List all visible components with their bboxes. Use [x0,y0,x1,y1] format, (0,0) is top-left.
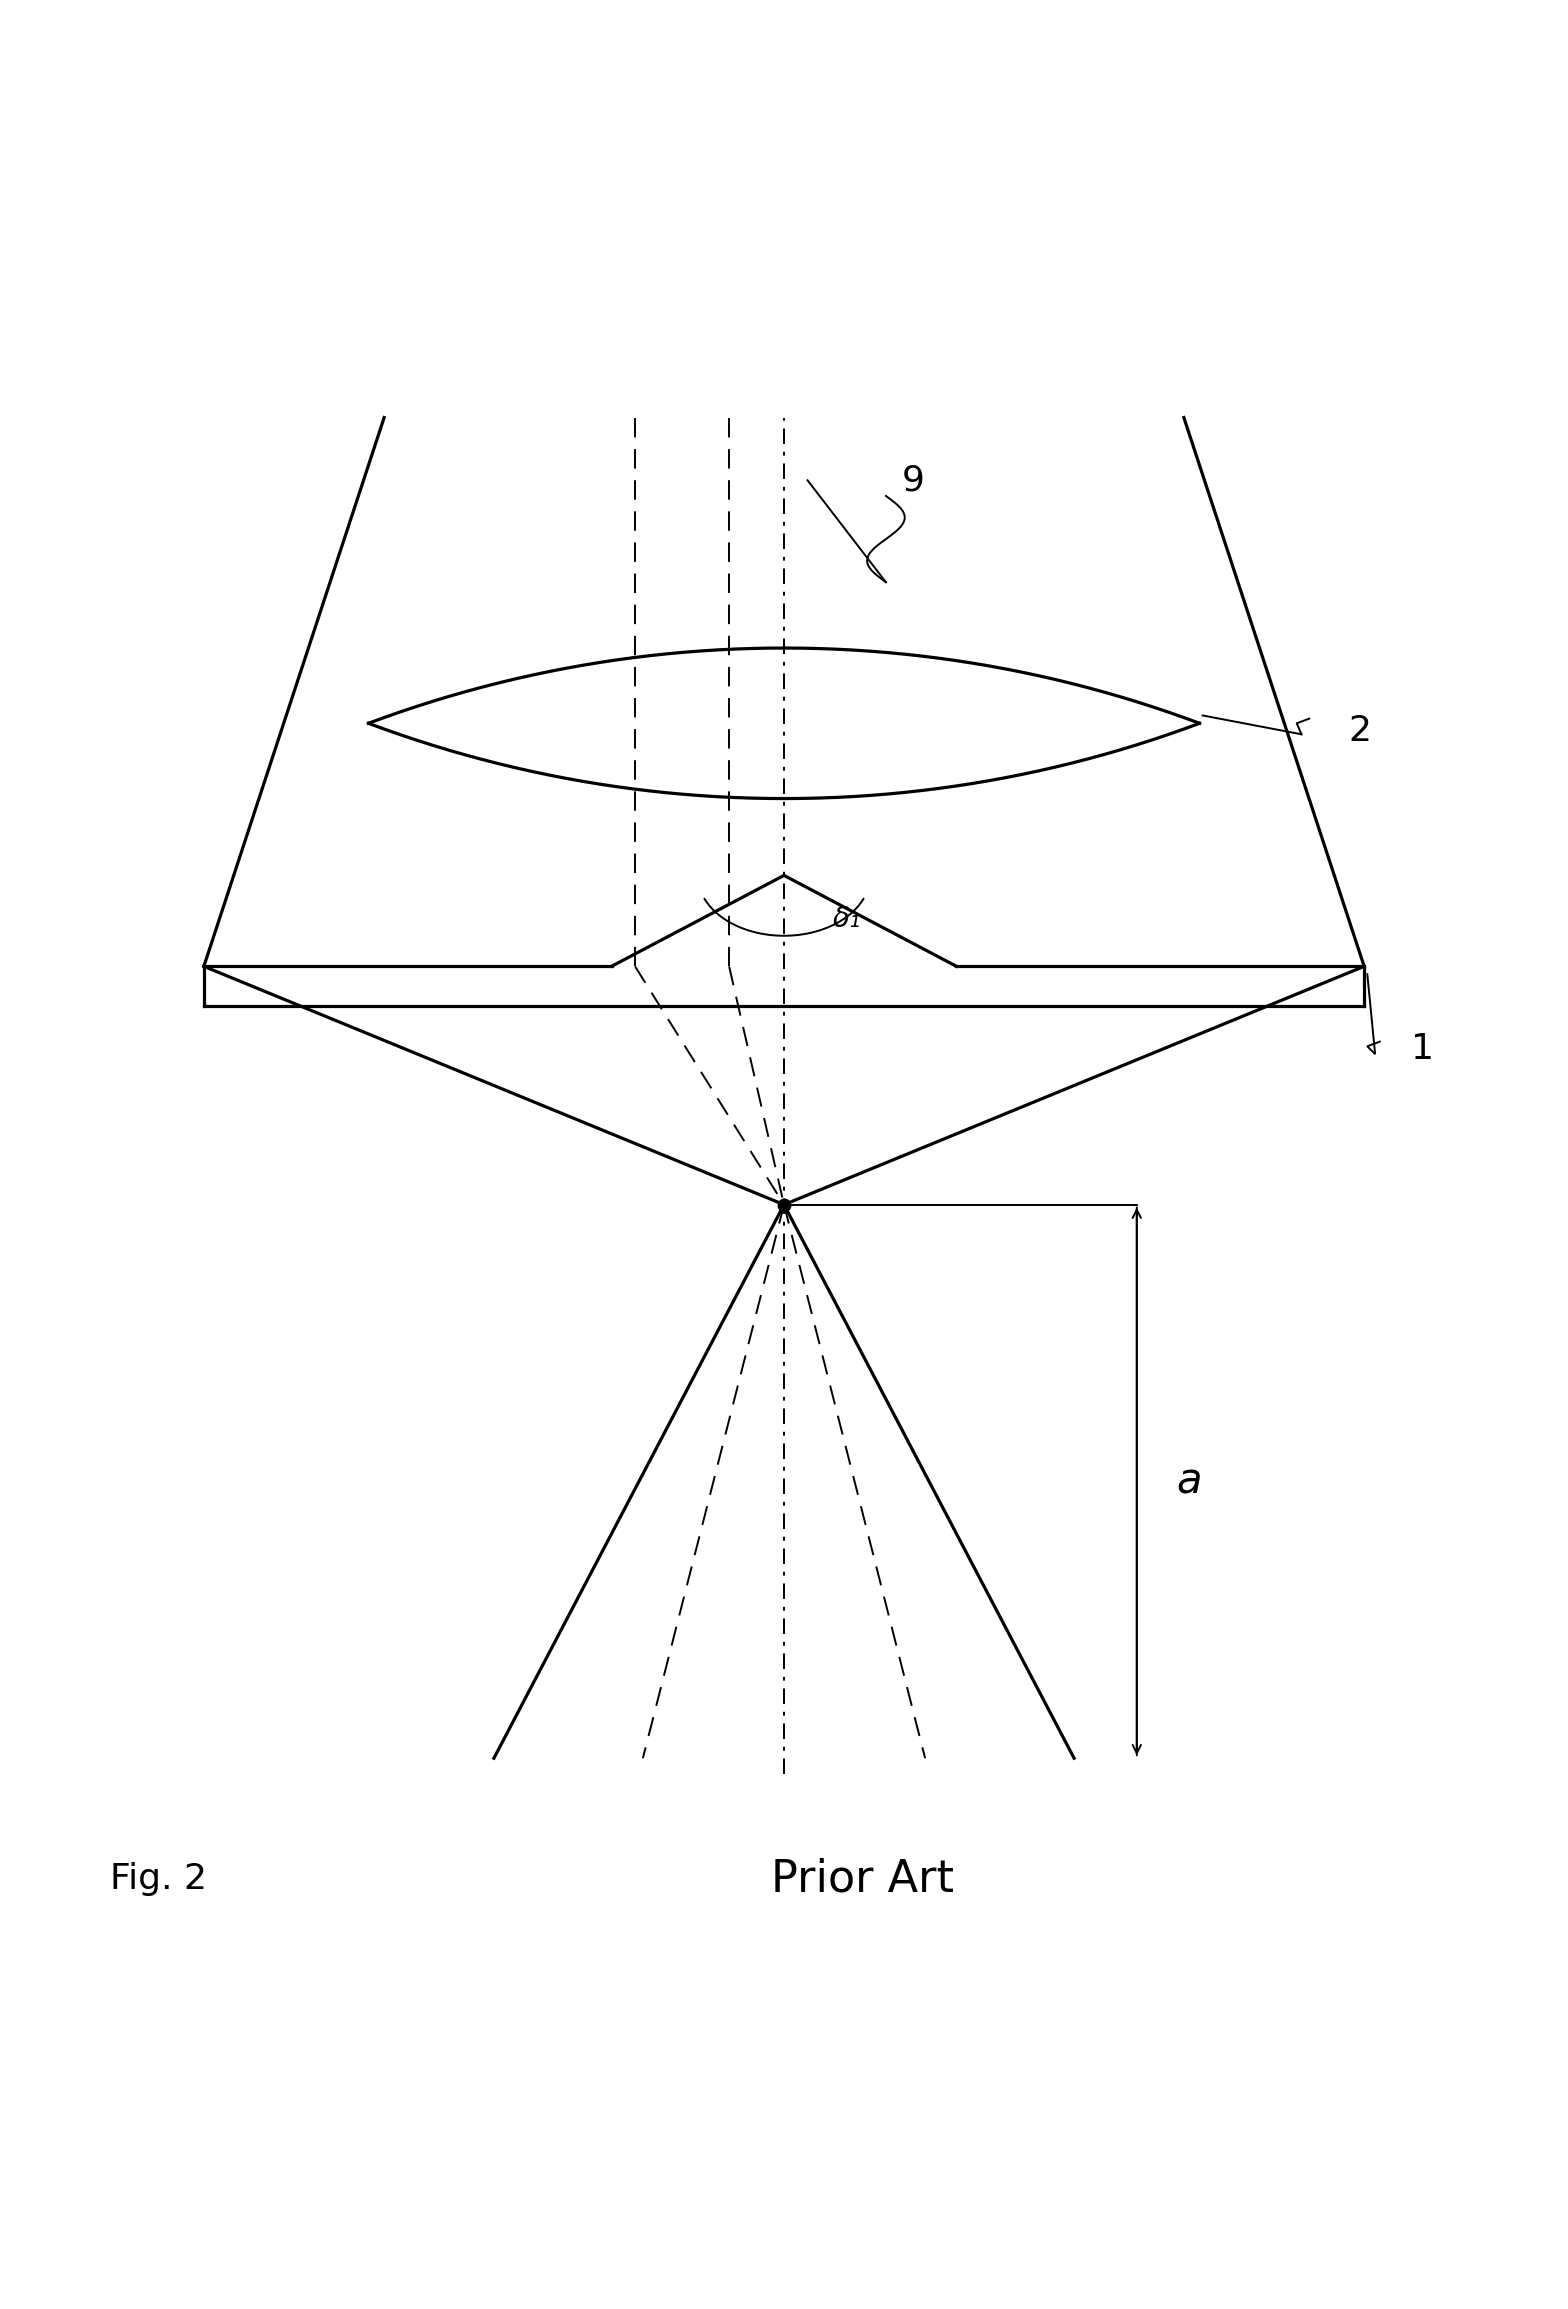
Text: δ₁: δ₁ [833,905,861,933]
Text: a: a [1176,1459,1201,1503]
Text: Prior Art: Prior Art [771,1856,953,1900]
Text: 2: 2 [1348,713,1372,748]
Text: 1: 1 [1411,1032,1435,1067]
Text: 9: 9 [902,464,925,496]
Text: Fig. 2: Fig. 2 [110,1861,207,1896]
